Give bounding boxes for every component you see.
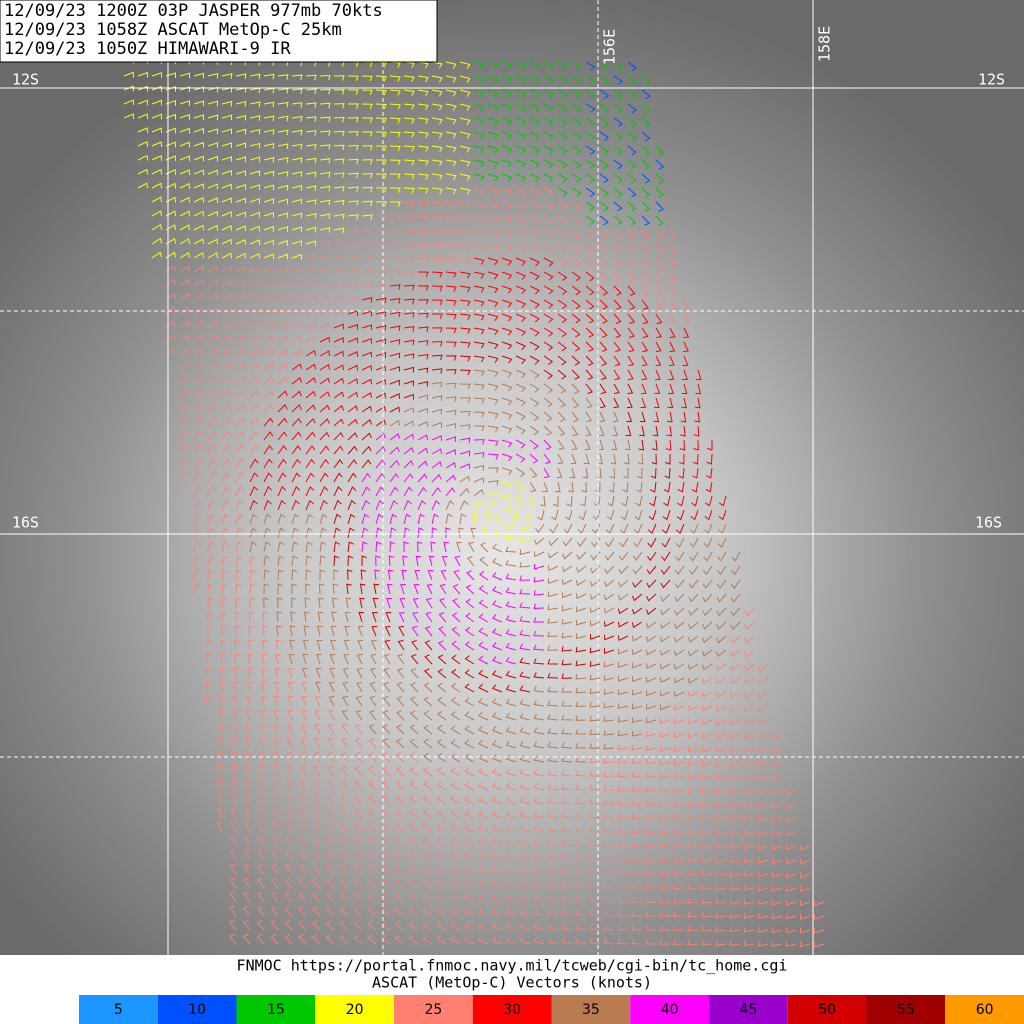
barb-group bbox=[473, 61, 665, 226]
legend-swatch bbox=[630, 995, 709, 1024]
legend-swatch bbox=[472, 995, 552, 1024]
barb-group bbox=[585, 61, 665, 226]
legend-swatch bbox=[866, 995, 946, 1024]
legend-swatch bbox=[394, 995, 473, 1024]
legend-swatch bbox=[315, 995, 394, 1024]
lat-lon-grid bbox=[0, 0, 1024, 955]
legend-swatch bbox=[709, 995, 788, 1024]
legend-label: 5 bbox=[114, 1002, 123, 1018]
legend-label: 45 bbox=[739, 1002, 757, 1018]
barb-group bbox=[333, 341, 685, 693]
legend-swatch bbox=[787, 995, 867, 1024]
footer-line: FNMOC https://portal.fnmoc.navy.mil/tcwe… bbox=[237, 957, 788, 975]
color-legend: 5 10 15 20 25 30 35 40 45 50 55 60 bbox=[79, 995, 1024, 1024]
legend-label: 50 bbox=[818, 1002, 836, 1018]
legend-label: 10 bbox=[188, 1002, 206, 1018]
lat-label: 12S bbox=[978, 71, 1005, 89]
footer-line: ASCAT (MetOp-C) Vectors (knots) bbox=[372, 974, 652, 992]
lat-label: 16S bbox=[975, 514, 1002, 532]
legend-swatch bbox=[945, 995, 1024, 1024]
lon-label: 158E bbox=[816, 26, 834, 62]
legend-swatch bbox=[79, 995, 158, 1024]
legend-label: 60 bbox=[976, 1002, 994, 1018]
header-box bbox=[0, 0, 438, 63]
legend-swatch bbox=[551, 995, 631, 1024]
legend-label: 55 bbox=[897, 1002, 915, 1018]
legend-swatch bbox=[236, 995, 316, 1024]
wind-barbs bbox=[123, 57, 825, 948]
legend-label: 40 bbox=[661, 1002, 679, 1018]
legend-label: 25 bbox=[424, 1002, 442, 1018]
header-line: 12/09/23 1050Z HIMAWARI-9 IR bbox=[4, 39, 291, 59]
barb-group bbox=[361, 432, 552, 665]
ir-imagery bbox=[0, 0, 1024, 955]
legend-label: 15 bbox=[267, 1002, 285, 1018]
legend-label: 20 bbox=[346, 1002, 364, 1018]
legend-label: 35 bbox=[582, 1002, 600, 1018]
barb-group bbox=[249, 369, 741, 763]
legend-swatch bbox=[157, 995, 237, 1024]
header-line: 12/09/23 1200Z 03P JASPER 977mb 70kts bbox=[4, 1, 383, 21]
header-line: 12/09/23 1058Z ASCAT MetOp-C 25km bbox=[4, 20, 342, 40]
legend-label: 30 bbox=[503, 1002, 521, 1018]
barb-group bbox=[165, 187, 825, 948]
lat-label: 16S bbox=[12, 514, 39, 532]
lon-label: 156E bbox=[601, 29, 619, 65]
lat-label: 12S bbox=[12, 71, 39, 89]
barb-group bbox=[249, 257, 727, 521]
